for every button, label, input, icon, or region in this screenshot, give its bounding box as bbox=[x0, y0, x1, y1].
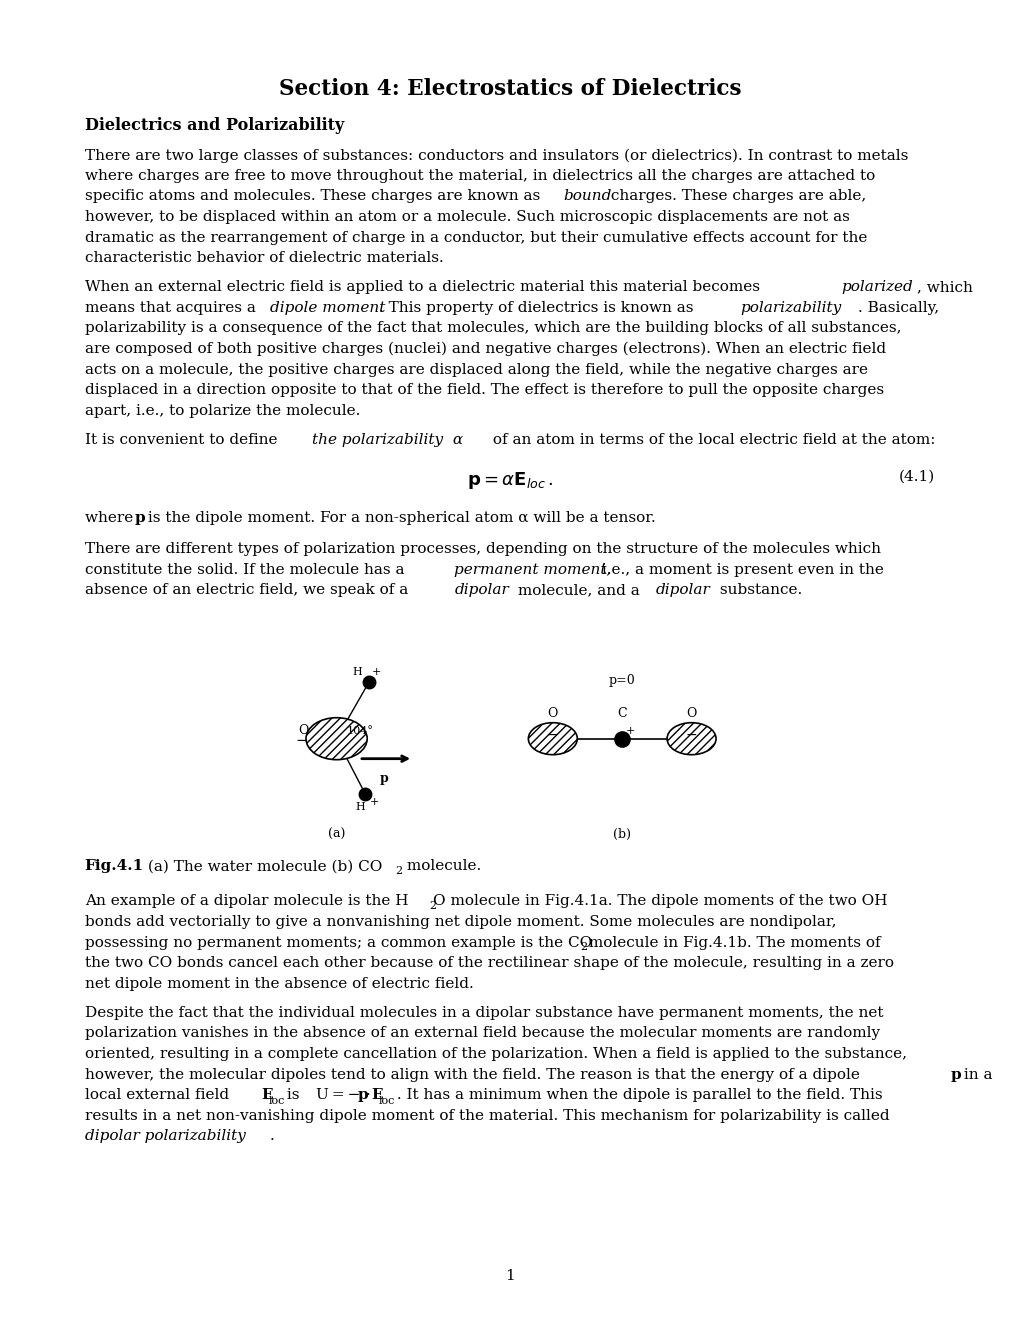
Text: When an external electric field is applied to a dielectric material this materia: When an external electric field is appli… bbox=[85, 280, 764, 294]
Text: p: p bbox=[950, 1068, 960, 1081]
Text: dramatic as the rearrangement of charge in a conductor, but their cumulative eff: dramatic as the rearrangement of charge … bbox=[85, 231, 866, 244]
Text: (4.1): (4.1) bbox=[898, 470, 934, 484]
Text: , which: , which bbox=[916, 280, 971, 294]
Text: (b): (b) bbox=[612, 828, 631, 841]
Text: local external field: local external field bbox=[85, 1088, 233, 1102]
Text: means that acquires a: means that acquires a bbox=[85, 301, 260, 314]
Text: the two CO bonds cancel each other because of the rectilinear shape of the molec: the two CO bonds cancel each other becau… bbox=[85, 956, 893, 970]
Ellipse shape bbox=[528, 722, 577, 755]
Text: is the dipole moment. For a non-spherical atom α will be a tensor.: is the dipole moment. For a non-spherica… bbox=[144, 511, 655, 525]
Text: apart, i.e., to polarize the molecule.: apart, i.e., to polarize the molecule. bbox=[85, 404, 360, 418]
Text: −: − bbox=[296, 733, 308, 748]
Text: absence of an electric field, we speak of a: absence of an electric field, we speak o… bbox=[85, 583, 413, 598]
Text: in a: in a bbox=[958, 1068, 991, 1081]
Text: It is convenient to define: It is convenient to define bbox=[85, 433, 282, 446]
Text: charges. These charges are able,: charges. These charges are able, bbox=[605, 189, 865, 203]
Text: .: . bbox=[269, 1130, 274, 1143]
Text: molecule.: molecule. bbox=[401, 859, 480, 874]
Text: H: H bbox=[352, 667, 362, 677]
Text: substance.: substance. bbox=[714, 583, 801, 598]
Text: U = −: U = − bbox=[315, 1088, 360, 1102]
Text: however, to be displaced within an atom or a molecule. Such microscopic displace: however, to be displaced within an atom … bbox=[85, 210, 849, 224]
Text: polarized: polarized bbox=[840, 280, 912, 294]
Text: Section 4: Electrostatics of Dielectrics: Section 4: Electrostatics of Dielectrics bbox=[278, 78, 741, 100]
Text: where charges are free to move throughout the material, in dielectrics all the c: where charges are free to move throughou… bbox=[85, 169, 874, 182]
Text: possessing no permanent moments; a common example is the CO: possessing no permanent moments; a commo… bbox=[85, 936, 591, 949]
Text: specific atoms and molecules. These charges are known as: specific atoms and molecules. These char… bbox=[85, 189, 544, 203]
Text: loc: loc bbox=[378, 1096, 394, 1106]
Text: (a) The water molecule (b) CO: (a) The water molecule (b) CO bbox=[144, 859, 382, 874]
Text: 2: 2 bbox=[580, 942, 587, 952]
Text: polarizability: polarizability bbox=[740, 301, 841, 314]
Text: where: where bbox=[85, 511, 138, 525]
Text: i.e., a moment is present even in the: i.e., a moment is present even in the bbox=[597, 562, 883, 577]
Text: +: + bbox=[371, 667, 381, 677]
Text: dipolar polarizability: dipolar polarizability bbox=[85, 1130, 246, 1143]
Text: oriented, resulting in a complete cancellation of the polarization. When a field: oriented, resulting in a complete cancel… bbox=[85, 1047, 906, 1061]
Text: C: C bbox=[616, 708, 627, 721]
Text: polarization vanishes in the absence of an external field because the molecular : polarization vanishes in the absence of … bbox=[85, 1027, 879, 1040]
Text: O molecule in Fig.4.1a. The dipole moments of the two OH: O molecule in Fig.4.1a. The dipole momen… bbox=[432, 895, 887, 908]
Text: +: + bbox=[369, 797, 379, 807]
Text: results in a net non-vanishing dipole moment of the material. This mechanism for: results in a net non-vanishing dipole mo… bbox=[85, 1109, 889, 1123]
Text: constitute the solid. If the molecule has a: constitute the solid. If the molecule ha… bbox=[85, 562, 409, 577]
Text: −: − bbox=[546, 727, 558, 742]
Text: 1: 1 bbox=[504, 1269, 515, 1283]
Text: are composed of both positive charges (nuclei) and negative charges (electrons).: are composed of both positive charges (n… bbox=[85, 342, 884, 356]
Text: There are different types of polarization processes, depending on the structure : There are different types of polarizatio… bbox=[85, 543, 879, 556]
Text: of an atom in terms of the local electric field at the atom:: of an atom in terms of the local electri… bbox=[487, 433, 934, 446]
Text: bonds add vectorially to give a nonvanishing net dipole moment. Some molecules a: bonds add vectorially to give a nonvanis… bbox=[85, 915, 836, 929]
Text: O: O bbox=[686, 708, 696, 721]
Text: E: E bbox=[261, 1088, 272, 1102]
Text: the polarizability  α: the polarizability α bbox=[311, 433, 463, 446]
Text: There are two large classes of substances: conductors and insulators (or dielect: There are two large classes of substance… bbox=[85, 148, 907, 162]
Ellipse shape bbox=[666, 722, 715, 755]
Text: −: − bbox=[685, 727, 697, 742]
Text: Despite the fact that the individual molecules in a dipolar substance have perma: Despite the fact that the individual mol… bbox=[85, 1006, 882, 1019]
Ellipse shape bbox=[306, 718, 367, 760]
Text: (a): (a) bbox=[327, 828, 345, 841]
Text: ·: · bbox=[365, 1088, 370, 1102]
Text: net dipole moment in the absence of electric field.: net dipole moment in the absence of elec… bbox=[85, 977, 473, 991]
Text: . Basically,: . Basically, bbox=[857, 301, 937, 314]
Text: E: E bbox=[371, 1088, 382, 1102]
Text: dipolar: dipolar bbox=[655, 583, 710, 598]
Text: 104°: 104° bbox=[346, 726, 373, 735]
Text: is: is bbox=[281, 1088, 304, 1102]
Text: +: + bbox=[625, 726, 635, 735]
Text: 2: 2 bbox=[429, 902, 436, 911]
Text: polarizability is a consequence of the fact that molecules, which are the buildi: polarizability is a consequence of the f… bbox=[85, 321, 900, 335]
Text: O: O bbox=[298, 725, 308, 737]
Text: An example of a dipolar molecule is the H: An example of a dipolar molecule is the … bbox=[85, 895, 408, 908]
Text: 2: 2 bbox=[395, 866, 403, 876]
Text: bound: bound bbox=[564, 189, 611, 203]
Text: dipolar: dipolar bbox=[453, 583, 508, 598]
Text: characteristic behavior of dielectric materials.: characteristic behavior of dielectric ma… bbox=[85, 251, 443, 265]
Text: p: p bbox=[135, 511, 146, 525]
Text: dipole moment: dipole moment bbox=[269, 301, 384, 314]
Text: permanent moment,: permanent moment, bbox=[453, 562, 611, 577]
Text: p: p bbox=[358, 1088, 368, 1102]
Text: p: p bbox=[380, 772, 388, 784]
Text: Fig.4.1: Fig.4.1 bbox=[85, 859, 144, 874]
Text: H: H bbox=[355, 801, 365, 812]
Text: displaced in a direction opposite to that of the field. The effect is therefore : displaced in a direction opposite to tha… bbox=[85, 383, 882, 397]
Text: acts on a molecule, the positive charges are displaced along the field, while th: acts on a molecule, the positive charges… bbox=[85, 363, 867, 376]
Text: molecule, and a: molecule, and a bbox=[513, 583, 644, 598]
Text: however, the molecular dipoles tend to align with the field. The reason is that : however, the molecular dipoles tend to a… bbox=[85, 1068, 863, 1081]
Text: Dielectrics and Polarizability: Dielectrics and Polarizability bbox=[85, 117, 343, 135]
Text: . This property of dielectrics is known as: . This property of dielectrics is known … bbox=[378, 301, 697, 314]
Text: loc: loc bbox=[268, 1096, 284, 1106]
Text: $\mathbf{p} = \alpha\mathbf{E}_{loc}\,.$: $\mathbf{p} = \alpha\mathbf{E}_{loc}\,.$ bbox=[467, 470, 552, 491]
Text: p=0: p=0 bbox=[608, 675, 635, 688]
Text: . It has a minimum when the dipole is parallel to the field. This: . It has a minimum when the dipole is pa… bbox=[391, 1088, 881, 1102]
Text: O: O bbox=[547, 708, 557, 721]
Text: molecule in Fig.4.1b. The moments of: molecule in Fig.4.1b. The moments of bbox=[584, 936, 879, 949]
